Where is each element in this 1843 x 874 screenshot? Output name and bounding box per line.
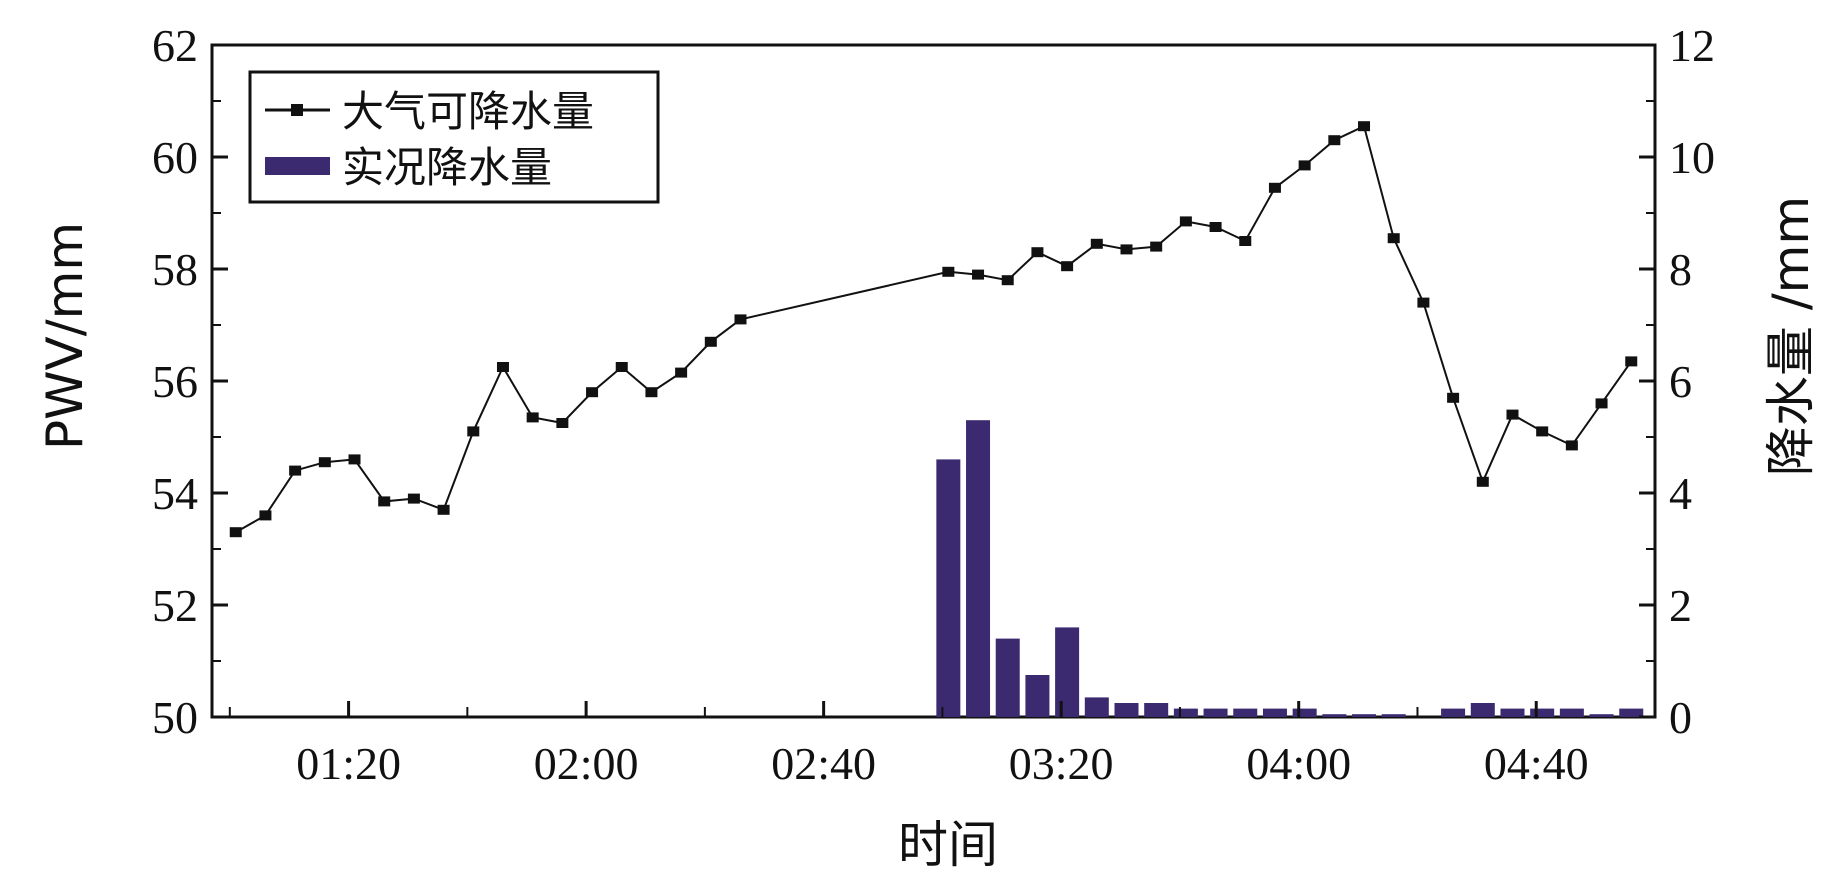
precipitation-bar bbox=[1352, 714, 1377, 717]
pwv-point bbox=[1387, 233, 1400, 244]
legend-bar-swatch bbox=[265, 157, 330, 175]
precipitation-bar bbox=[1173, 708, 1198, 717]
pwv-point bbox=[586, 387, 599, 398]
x-tick-label: 03:20 bbox=[1009, 738, 1114, 789]
legend-box bbox=[248, 70, 660, 204]
legend: 大气可降水量 实况降水量 bbox=[248, 70, 660, 204]
pwv-point bbox=[1358, 121, 1371, 132]
pwv-point bbox=[437, 504, 450, 515]
precipitation-bar bbox=[1500, 708, 1525, 717]
precipitation-bar bbox=[1203, 708, 1228, 717]
pwv-point bbox=[318, 457, 331, 468]
pwv-point bbox=[1298, 160, 1311, 171]
pwv-point bbox=[1031, 247, 1044, 258]
y-right-tick-label: 8 bbox=[1669, 244, 1692, 295]
precipitation-bar bbox=[1055, 627, 1080, 717]
x-tick-label: 04:40 bbox=[1484, 738, 1589, 789]
pwv-line-series bbox=[229, 121, 1638, 538]
pwv-point bbox=[1625, 356, 1638, 367]
y-left-tick-label: 50 bbox=[152, 692, 198, 743]
axes: 50 52 54 56 58 60 62 0 2 4 6 8 10 12 01:20 02:00 02:40 03… bbox=[152, 20, 1715, 789]
pwv-point bbox=[1328, 135, 1341, 146]
pwv-point bbox=[526, 412, 539, 423]
pwv-point bbox=[645, 387, 658, 398]
pwv-point bbox=[1268, 182, 1281, 193]
pwv-point bbox=[259, 510, 272, 521]
pwv-point bbox=[1447, 392, 1460, 403]
legend-label-pwv: 大气可降水量 bbox=[342, 87, 594, 136]
pwv-point bbox=[378, 496, 391, 507]
pwv-point bbox=[615, 362, 628, 372]
x-tick-label: 01:20 bbox=[296, 738, 401, 789]
pwv-point bbox=[1476, 476, 1489, 487]
pwv-point bbox=[1120, 244, 1133, 255]
y-right-tick-label: 10 bbox=[1669, 132, 1715, 183]
y-left-tick-label: 62 bbox=[152, 20, 198, 71]
precipitation-bar bbox=[1144, 703, 1169, 717]
pwv-point bbox=[1090, 238, 1103, 249]
precipitation-bar bbox=[1262, 708, 1287, 717]
y-right-tick-label: 6 bbox=[1669, 356, 1692, 407]
x-tick-label: 04:00 bbox=[1246, 738, 1351, 789]
pwv-point bbox=[1565, 440, 1578, 451]
pwv-point bbox=[229, 527, 242, 538]
pwv-point bbox=[289, 465, 302, 476]
precipitation-bar bbox=[1322, 714, 1347, 717]
precipitation-bar bbox=[1470, 703, 1495, 717]
precipitation-bar bbox=[1114, 703, 1139, 717]
precipitation-bar bbox=[1233, 708, 1258, 717]
pwv-point bbox=[1595, 398, 1608, 409]
precipitation-bar bbox=[936, 459, 961, 717]
pwv-point bbox=[1536, 426, 1549, 437]
legend-line-marker bbox=[291, 104, 303, 116]
pwv-point bbox=[1061, 261, 1074, 272]
y-left-tick-label: 52 bbox=[152, 580, 198, 631]
x-tick-label: 02:40 bbox=[771, 738, 876, 789]
precipitation-bar bbox=[1589, 714, 1614, 717]
x-axis-title: 时间 bbox=[898, 816, 998, 874]
y-axis-right-title: 降水量 /mm bbox=[1762, 196, 1820, 476]
pwv-point bbox=[1209, 222, 1222, 232]
pwv-point bbox=[496, 362, 509, 372]
pwv-point bbox=[734, 314, 747, 325]
pwv-point bbox=[1239, 236, 1252, 246]
pwv-point bbox=[704, 336, 717, 347]
precipitation-bar bbox=[1084, 697, 1109, 717]
pwv-point bbox=[348, 454, 361, 465]
precipitation-bar bbox=[1619, 708, 1644, 717]
precipitation-bars bbox=[936, 420, 1644, 717]
y-left-tick-label: 54 bbox=[152, 468, 198, 519]
pwv-point bbox=[1179, 216, 1192, 227]
y-axis-left-title: PWV/mm bbox=[36, 222, 94, 450]
pwv-point bbox=[1150, 241, 1163, 252]
x-tick-label: 02:00 bbox=[534, 738, 639, 789]
y-right-tick-label: 2 bbox=[1669, 580, 1692, 631]
legend-label-precip: 实况降水量 bbox=[342, 143, 552, 192]
pwv-point bbox=[467, 426, 480, 437]
pwv-point bbox=[942, 266, 955, 277]
precipitation-bar bbox=[1381, 714, 1406, 717]
pwv-point bbox=[1417, 297, 1430, 308]
precipitation-bar bbox=[995, 638, 1020, 717]
precipitation-bar bbox=[1025, 675, 1050, 717]
precipitation-bar bbox=[1441, 708, 1466, 717]
pwv-point bbox=[1001, 275, 1014, 286]
pwv-point bbox=[1506, 409, 1519, 420]
pwv-point bbox=[972, 269, 985, 280]
precipitation-bar bbox=[1292, 708, 1317, 717]
y-right-tick-label: 0 bbox=[1669, 692, 1692, 743]
precipitation-bar bbox=[966, 420, 991, 717]
precipitation-bar bbox=[1559, 708, 1584, 717]
pwv-point bbox=[675, 367, 688, 378]
pwv-point bbox=[407, 493, 420, 504]
y-right-tick-label: 12 bbox=[1669, 20, 1715, 71]
precipitation-bar bbox=[1530, 708, 1555, 717]
y-left-tick-label: 56 bbox=[152, 356, 198, 407]
y-right-tick-label: 4 bbox=[1669, 468, 1692, 519]
y-left-tick-label: 58 bbox=[152, 244, 198, 295]
pwv-point bbox=[556, 418, 569, 428]
y-left-tick-label: 60 bbox=[152, 132, 198, 183]
